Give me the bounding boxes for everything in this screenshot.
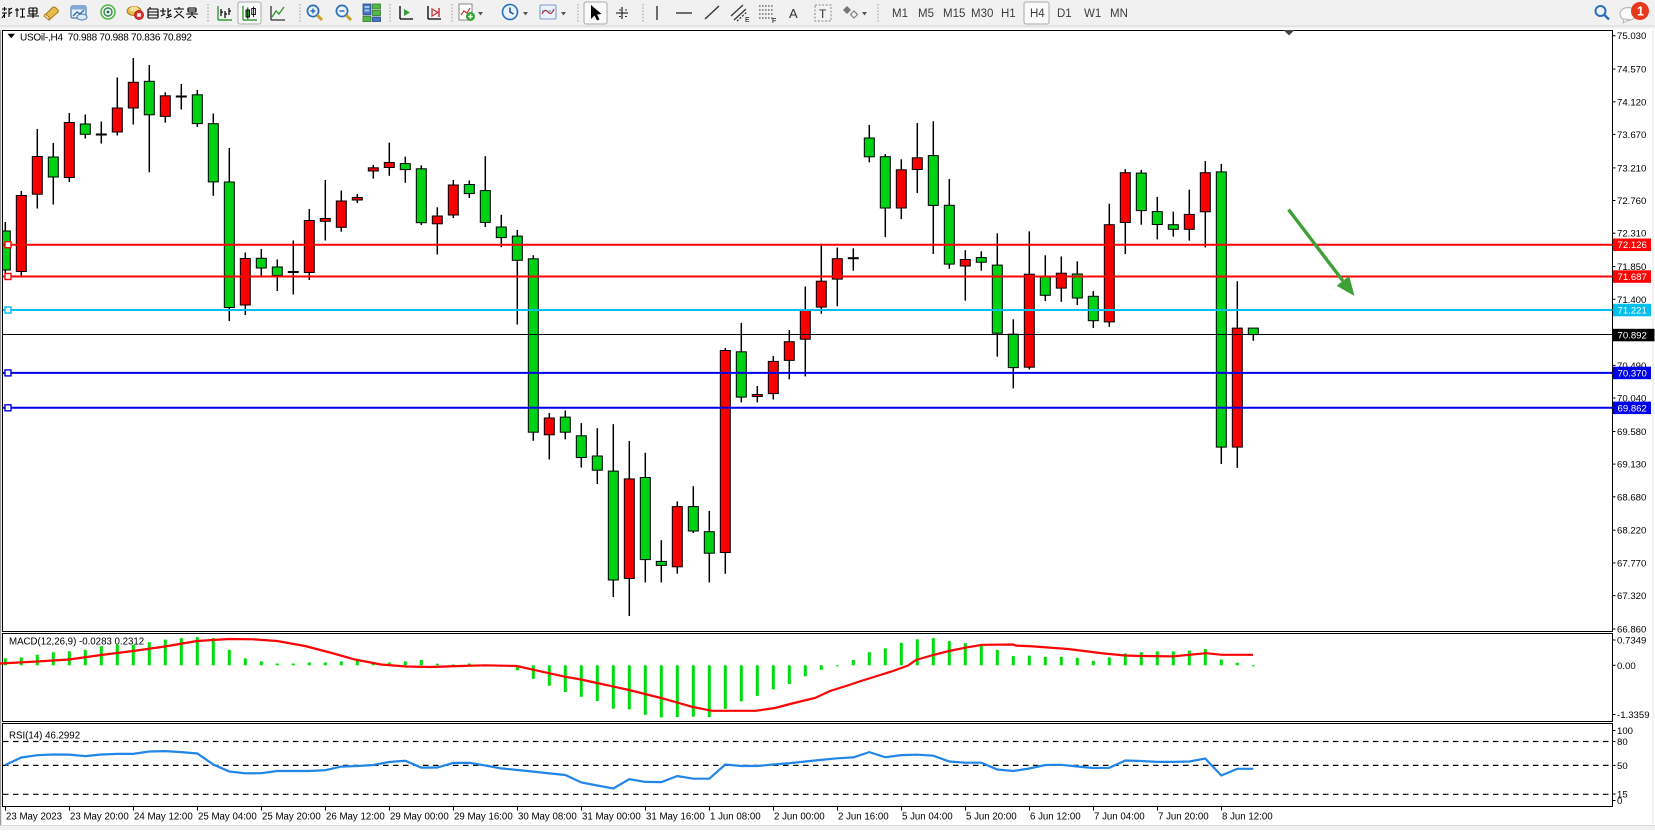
svg-text:T: T (819, 7, 827, 21)
svg-text:7 Jun 04:00: 7 Jun 04:00 (1094, 812, 1145, 823)
svg-text:31 May 00:00: 31 May 00:00 (582, 812, 641, 823)
svg-text:MN: MN (1110, 8, 1128, 20)
svg-text:68.220: 68.220 (1617, 526, 1646, 537)
svg-text:M1: M1 (892, 8, 908, 20)
svg-text:71.221: 71.221 (1618, 306, 1647, 317)
svg-text:69.130: 69.130 (1617, 460, 1646, 471)
svg-text:67.770: 67.770 (1617, 558, 1646, 569)
svg-text:0: 0 (1617, 796, 1622, 807)
svg-text:72.126: 72.126 (1618, 240, 1647, 251)
svg-text:70.490: 70.490 (1617, 361, 1646, 372)
svg-text:66.860: 66.860 (1617, 625, 1646, 636)
svg-text:50: 50 (1617, 761, 1628, 772)
svg-text:0.7349: 0.7349 (1617, 636, 1646, 647)
svg-text:E: E (745, 17, 750, 24)
svg-text:24 May 12:00: 24 May 12:00 (134, 812, 193, 823)
svg-text:1: 1 (1637, 5, 1644, 19)
svg-text:73.670: 73.670 (1617, 130, 1646, 141)
svg-text:67.320: 67.320 (1617, 591, 1646, 602)
svg-text:2 Jun 00:00: 2 Jun 00:00 (774, 812, 825, 823)
svg-text:A: A (789, 6, 798, 21)
svg-text:80: 80 (1617, 737, 1628, 748)
svg-text:30 May 08:00: 30 May 08:00 (518, 812, 577, 823)
svg-text:71.687: 71.687 (1618, 272, 1647, 283)
svg-text:8 Jun 12:00: 8 Jun 12:00 (1222, 812, 1273, 823)
svg-text:M15: M15 (943, 8, 965, 20)
svg-text:2 Jun 16:00: 2 Jun 16:00 (838, 812, 889, 823)
svg-text:68.680: 68.680 (1617, 492, 1646, 503)
svg-text:74.120: 74.120 (1617, 97, 1646, 108)
svg-text:1 Jun 08:00: 1 Jun 08:00 (710, 812, 761, 823)
svg-text:H4: H4 (1030, 8, 1045, 20)
svg-text:M30: M30 (971, 8, 993, 20)
svg-text:71.850: 71.850 (1617, 262, 1646, 273)
svg-text:5 Jun 20:00: 5 Jun 20:00 (966, 812, 1017, 823)
svg-text:69.580: 69.580 (1617, 427, 1646, 438)
svg-text:7 Jun 20:00: 7 Jun 20:00 (1158, 812, 1209, 823)
svg-text:23 May 2023: 23 May 2023 (6, 812, 62, 823)
svg-text:69.862: 69.862 (1618, 403, 1647, 414)
svg-text:25 May 04:00: 25 May 04:00 (198, 812, 257, 823)
svg-text:F: F (772, 18, 776, 25)
svg-text:29 May 16:00: 29 May 16:00 (454, 812, 513, 823)
svg-text:USOil-,H4 70.988 70.988 70.83: USOil-,H4 70.988 70.988 70.836 70.892 (20, 32, 192, 43)
svg-text:70.892: 70.892 (1618, 331, 1647, 342)
svg-text:72.760: 72.760 (1617, 196, 1646, 207)
svg-text:25 May 20:00: 25 May 20:00 (262, 812, 321, 823)
svg-text:73.210: 73.210 (1617, 163, 1646, 174)
svg-text:-1.3359: -1.3359 (1617, 710, 1650, 721)
svg-text:W1: W1 (1084, 8, 1101, 20)
svg-text:70.040: 70.040 (1617, 394, 1646, 405)
svg-text:31 May 16:00: 31 May 16:00 (646, 812, 705, 823)
svg-text:29 May 00:00: 29 May 00:00 (390, 812, 449, 823)
svg-text:15: 15 (1617, 790, 1628, 801)
svg-text:H1: H1 (1001, 8, 1016, 20)
svg-text:RSI(14) 46.2992: RSI(14) 46.2992 (9, 731, 80, 742)
svg-text:71.400: 71.400 (1617, 295, 1646, 306)
svg-text:23 May 20:00: 23 May 20:00 (70, 812, 129, 823)
svg-text:74.570: 74.570 (1617, 65, 1646, 76)
svg-text:0.00: 0.00 (1617, 661, 1636, 672)
svg-text:M5: M5 (918, 8, 934, 20)
svg-text:70.370: 70.370 (1618, 368, 1647, 379)
svg-text:100: 100 (1617, 726, 1633, 737)
svg-text:26 May 12:00: 26 May 12:00 (326, 812, 385, 823)
svg-text:D1: D1 (1057, 8, 1072, 20)
svg-text:MACD(12,26,9) -0.0283 0.2312: MACD(12,26,9) -0.0283 0.2312 (9, 637, 144, 648)
svg-text:5 Jun 04:00: 5 Jun 04:00 (902, 812, 953, 823)
svg-text:75.030: 75.030 (1617, 31, 1646, 42)
svg-text:6 Jun 12:00: 6 Jun 12:00 (1030, 812, 1081, 823)
svg-text:72.310: 72.310 (1617, 229, 1646, 240)
